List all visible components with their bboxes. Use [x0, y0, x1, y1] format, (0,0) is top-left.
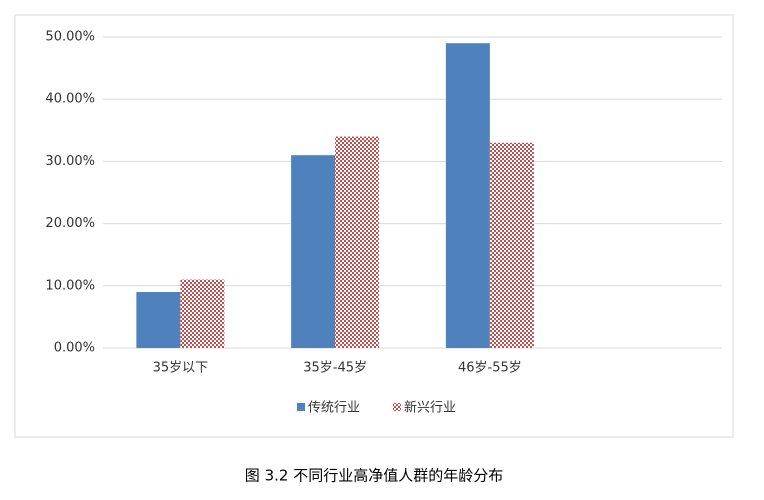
y-tick-label: 30.00% [45, 154, 95, 169]
y-tick-label: 10.00% [45, 278, 95, 293]
bar [489, 142, 534, 348]
bar [291, 155, 336, 348]
bar [136, 292, 181, 348]
caption: 图 3.2 不同行业高净值人群的年龄分布 [245, 467, 503, 485]
y-tick-label: 50.00% [45, 30, 95, 45]
x-tick-label: 46岁-55岁 [458, 361, 522, 376]
legend-label: 传统行业 [308, 401, 360, 416]
legend-label: 新兴行业 [404, 400, 456, 416]
y-tick-label: 20.00% [45, 216, 95, 231]
y-tick-label: 0.00% [54, 341, 95, 356]
x-tick-label: 35岁-45岁 [303, 361, 367, 376]
bar [180, 279, 225, 348]
legend-swatch [297, 403, 305, 411]
bar [335, 136, 380, 348]
y-tick-label: 40.00% [45, 92, 95, 107]
bar [445, 43, 490, 348]
legend-swatch [393, 403, 401, 411]
x-tick-label: 35岁以下 [153, 361, 209, 376]
